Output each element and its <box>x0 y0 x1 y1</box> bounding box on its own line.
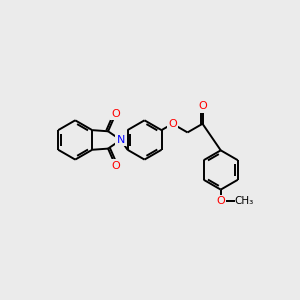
Text: O: O <box>111 110 120 119</box>
Text: CH₃: CH₃ <box>235 196 254 206</box>
Text: O: O <box>168 119 177 129</box>
Text: O: O <box>216 196 225 206</box>
Text: O: O <box>198 101 207 112</box>
Text: O: O <box>111 160 120 170</box>
Text: N: N <box>117 135 125 145</box>
